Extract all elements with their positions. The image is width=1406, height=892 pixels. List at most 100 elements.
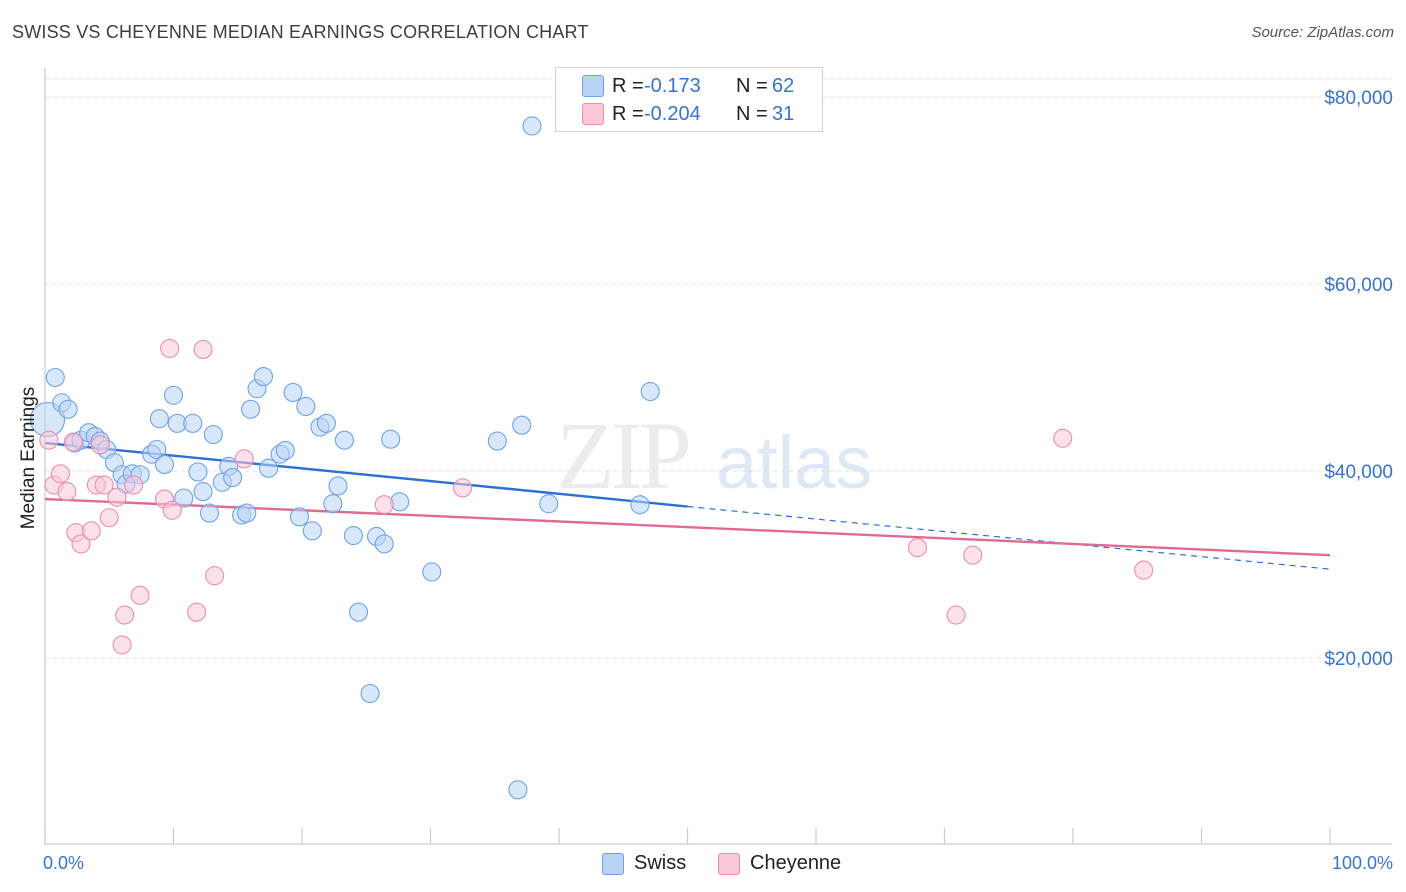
point-swiss xyxy=(283,382,303,403)
point-cheyenne xyxy=(946,605,966,625)
point-swiss xyxy=(512,415,532,435)
point-swiss xyxy=(253,367,274,387)
x-tick-label-max: 100.0% xyxy=(1332,853,1393,873)
source-label: Source: ZipAtlas.com xyxy=(1251,24,1394,41)
point-cheyenne xyxy=(205,566,225,586)
point-swiss xyxy=(539,494,559,514)
point-swiss xyxy=(360,683,380,704)
y-tick-label: $60,000 xyxy=(1324,275,1393,296)
y-tick-label: $20,000 xyxy=(1324,649,1393,670)
point-swiss xyxy=(58,399,78,419)
axes xyxy=(44,68,1392,845)
data-points xyxy=(30,116,1154,800)
point-swiss xyxy=(183,413,203,433)
point-swiss xyxy=(343,525,363,546)
point-swiss xyxy=(296,396,316,417)
point-swiss xyxy=(422,562,442,582)
watermark: ZIP atlas xyxy=(556,402,872,509)
point-cheyenne xyxy=(94,475,114,495)
point-swiss xyxy=(522,116,542,136)
axis-labels: Median Earnings 0.0% 100.0% xyxy=(18,387,1393,873)
point-swiss xyxy=(328,476,348,496)
watermark-atlas: atlas xyxy=(716,421,872,504)
legend-swatch-cheyenne xyxy=(582,103,604,125)
point-swiss xyxy=(149,409,169,429)
point-swiss xyxy=(302,521,322,541)
legend-n-value: 31 xyxy=(772,103,795,125)
legend-swatch-swiss xyxy=(582,75,604,97)
point-swiss xyxy=(630,495,650,515)
point-swiss xyxy=(199,503,220,523)
point-swiss xyxy=(487,431,507,451)
point-cheyenne xyxy=(90,435,110,455)
chart-title: SWISS VS CHEYENNE MEDIAN EARNINGS CORREL… xyxy=(12,22,589,42)
point-cheyenne xyxy=(112,635,132,655)
point-cheyenne xyxy=(1134,560,1154,580)
bottom-legend-swatch-cheyenne xyxy=(718,853,740,875)
point-cheyenne xyxy=(187,602,207,622)
gridlines: $20,000 $40,000 $60,000 $80,000 xyxy=(45,78,1393,670)
legend-r-label: R = xyxy=(612,75,644,97)
point-cheyenne xyxy=(162,500,182,520)
point-cheyenne xyxy=(71,534,91,554)
correlation-legend: R = -0.173 N = 62 R = -0.204 N = 31 xyxy=(555,67,823,132)
legend-n-label: N = xyxy=(736,103,768,125)
point-swiss xyxy=(241,399,261,419)
point-swiss xyxy=(348,602,369,622)
point-swiss xyxy=(163,385,184,405)
trend-line-extension-swiss xyxy=(687,505,1331,570)
bottom-legend-swatch-swiss xyxy=(602,853,624,875)
point-cheyenne xyxy=(160,338,180,359)
y-axis-label: Median Earnings xyxy=(18,387,39,530)
point-cheyenne xyxy=(963,545,983,565)
point-swiss xyxy=(323,494,343,514)
point-cheyenne xyxy=(374,495,394,515)
legend-n-value: 62 xyxy=(772,75,795,97)
x-tick-label-min: 0.0% xyxy=(43,853,84,873)
point-swiss xyxy=(147,439,167,460)
point-cheyenne xyxy=(81,521,101,541)
point-swiss xyxy=(154,454,175,475)
point-swiss xyxy=(381,429,401,449)
point-swiss xyxy=(275,440,295,460)
point-cheyenne xyxy=(107,487,127,507)
point-swiss xyxy=(188,462,208,482)
point-swiss xyxy=(316,413,336,433)
point-swiss xyxy=(334,430,354,450)
bottom-legend-label-cheyenne: Cheyenne xyxy=(750,852,842,874)
point-swiss xyxy=(374,534,394,554)
point-cheyenne xyxy=(234,449,254,469)
point-swiss xyxy=(193,482,213,502)
point-swiss xyxy=(259,458,279,478)
point-cheyenne xyxy=(115,605,135,625)
point-cheyenne xyxy=(907,538,928,558)
point-swiss xyxy=(45,367,65,388)
legend-r-value: -0.173 xyxy=(644,75,701,97)
point-cheyenne xyxy=(130,585,150,605)
point-swiss xyxy=(174,488,194,508)
watermark-zip: ZIP xyxy=(556,402,689,509)
point-swiss xyxy=(203,424,223,445)
bottom-legend-label-swiss: Swiss xyxy=(634,852,687,874)
point-cheyenne xyxy=(39,430,59,450)
y-tick-label: $80,000 xyxy=(1324,88,1393,109)
y-tick-label: $40,000 xyxy=(1324,462,1393,483)
point-swiss xyxy=(223,467,243,488)
point-swiss xyxy=(508,780,528,800)
point-swiss xyxy=(289,507,309,527)
point-cheyenne xyxy=(124,475,144,495)
point-cheyenne xyxy=(57,482,77,502)
point-cheyenne xyxy=(99,508,119,528)
point-cheyenne xyxy=(1053,428,1073,448)
legend-r-label: R = xyxy=(612,103,644,125)
point-swiss xyxy=(640,381,660,402)
point-cheyenne xyxy=(453,478,473,498)
legend-n-label: N = xyxy=(736,75,768,97)
trend-line-cheyenne xyxy=(44,497,1331,557)
point-swiss xyxy=(237,503,257,523)
point-cheyenne xyxy=(50,464,70,484)
point-cheyenne xyxy=(193,339,213,360)
point-cheyenne xyxy=(63,432,83,452)
legend-r-value: -0.204 xyxy=(644,103,701,125)
